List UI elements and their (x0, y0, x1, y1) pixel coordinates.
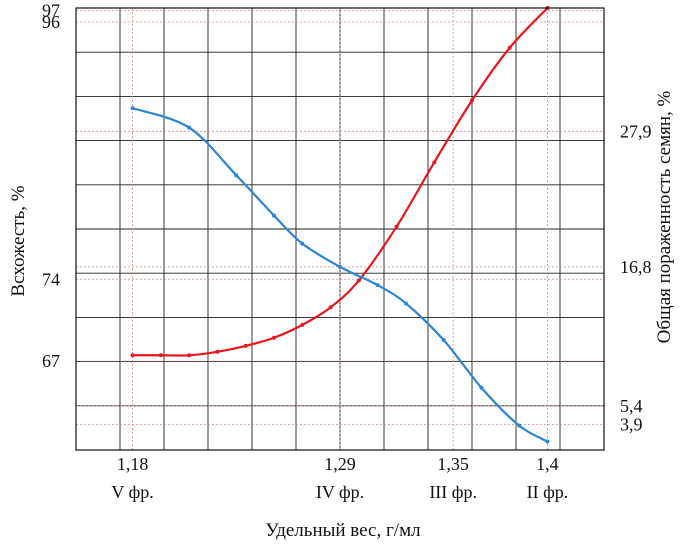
y-left-tick-label: 67 (42, 351, 60, 371)
data-point (470, 98, 474, 103)
series-layer (130, 6, 550, 444)
y-right-tick-label: 27,9 (620, 121, 652, 141)
data-point (328, 305, 333, 310)
data-point (507, 45, 512, 50)
data-point (187, 125, 192, 130)
data-point (375, 283, 380, 288)
data-point (272, 335, 276, 340)
x-tick-label: 1,4 (536, 454, 559, 474)
data-point (404, 301, 408, 306)
data-point (517, 423, 522, 428)
data-point (215, 349, 220, 354)
x-tick-sublabel: IV фр. (316, 482, 364, 502)
data-point (272, 213, 276, 218)
y-left-tick-label: 96 (42, 12, 60, 32)
x-tick-label: 1,29 (324, 454, 356, 474)
data-point (441, 338, 446, 343)
x-tick-sublabel: II фр. (527, 482, 569, 502)
y-right-tick-label: 16,8 (620, 257, 652, 277)
y-left-tick-label: 74 (42, 269, 60, 289)
x-tick-sublabel: III фр. (429, 482, 477, 502)
plot-frame (75, 7, 605, 451)
y-axis-left-title: Всхожесть, % (8, 185, 29, 296)
y-right-tick-label: 3,9 (620, 414, 643, 434)
data-point (479, 385, 484, 390)
data-point (432, 160, 437, 165)
data-point (187, 353, 192, 358)
data-point (338, 264, 342, 269)
data-point (300, 322, 305, 327)
data-point (243, 343, 248, 348)
x-axis-title: Удельный вес, г/мл (265, 520, 421, 541)
x-tick-sublabel: V фр. (111, 482, 153, 502)
series-line-2 (132, 107, 548, 443)
data-point (394, 224, 399, 229)
data-point (130, 106, 135, 111)
data-point (545, 439, 550, 444)
y-axis-right-title: Общая пораженность семян, % (654, 90, 675, 343)
y-right-tick-label: 5,4 (620, 396, 643, 416)
tick-labels: 1,18 V фр. 1,29 IV фр. 1,35 III фр. 1,4 II фр. 9… (42, 0, 652, 502)
series-line-1 (132, 7, 549, 357)
x-tick-label: 1,18 (117, 454, 149, 474)
data-point (158, 353, 163, 358)
data-point (300, 241, 305, 246)
x-tick-label: 1,35 (437, 454, 469, 474)
data-point (130, 353, 135, 358)
data-point (356, 278, 361, 283)
y-left-tick-label: 97 (42, 0, 60, 20)
data-point (234, 173, 239, 178)
